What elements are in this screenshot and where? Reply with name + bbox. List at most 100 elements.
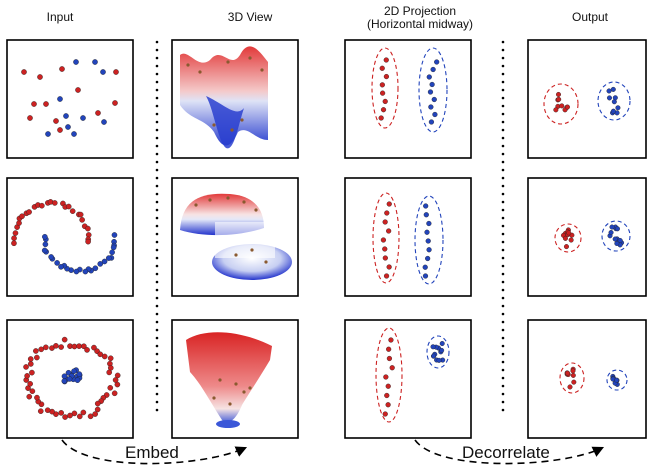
- separator-dot: [155, 120, 159, 124]
- data-point: [425, 255, 431, 262]
- embed-label: Embed: [125, 443, 179, 462]
- data-point: [94, 400, 101, 407]
- data-point: [382, 219, 388, 225]
- separator-dot: [501, 56, 505, 60]
- data-point: [61, 336, 68, 343]
- separator-dot: [155, 224, 159, 228]
- separator-dot: [155, 384, 159, 388]
- data-point: [58, 344, 64, 350]
- data-point: [65, 203, 72, 210]
- dashed-ellipse: [597, 81, 631, 121]
- separator-dot: [155, 128, 159, 132]
- data-point: [61, 378, 68, 384]
- data-point: [610, 86, 616, 92]
- data-point: [563, 244, 569, 250]
- separator-dot: [501, 328, 505, 332]
- separator-dot: [155, 72, 159, 76]
- projection-title-line1: 2D Projection: [383, 4, 457, 18]
- data-point: [54, 260, 60, 266]
- panel-frame: [6, 319, 134, 439]
- separator-dot: [501, 360, 505, 364]
- surface-marker: [218, 378, 222, 382]
- data-point: [570, 372, 576, 378]
- data-point: [23, 364, 29, 370]
- panel-frame: [344, 39, 472, 159]
- data-point: [379, 65, 385, 71]
- data-point: [429, 81, 435, 88]
- surface-marker: [234, 253, 238, 257]
- data-point: [11, 235, 17, 242]
- data-point: [422, 273, 429, 279]
- data-point: [439, 341, 445, 347]
- data-point: [609, 224, 615, 230]
- data-point: [385, 402, 391, 408]
- separator-dot: [155, 192, 159, 196]
- separator-dot: [155, 48, 159, 52]
- data-point: [114, 381, 121, 388]
- data-point: [58, 410, 64, 416]
- separator-dot: [501, 112, 505, 116]
- data-point: [568, 237, 574, 243]
- separator-dot: [155, 248, 159, 252]
- data-point: [432, 111, 438, 118]
- data-point: [95, 110, 101, 116]
- data-point: [567, 384, 573, 390]
- data-point: [425, 238, 431, 244]
- data-point: [110, 244, 117, 251]
- data-point: [101, 353, 108, 360]
- data-point: [107, 385, 114, 391]
- data-point: [422, 264, 428, 270]
- data-point: [74, 377, 81, 383]
- input-column-title: Input: [46, 10, 74, 24]
- separator-dot: [501, 168, 505, 172]
- data-point: [59, 66, 65, 72]
- panel-frame: [171, 39, 299, 159]
- surface-marker: [208, 198, 212, 202]
- separator-dot: [155, 264, 159, 268]
- data-point: [43, 101, 49, 107]
- data-point: [555, 91, 561, 97]
- decorrelate-arrow: [414, 439, 605, 465]
- separator-dot: [155, 136, 159, 140]
- surface-marker: [226, 60, 230, 64]
- data-point: [562, 235, 568, 241]
- data-point: [427, 89, 434, 95]
- data-point: [114, 372, 121, 379]
- data-point: [24, 373, 30, 379]
- separator-dot: [501, 152, 505, 156]
- panel-frame: [171, 177, 299, 297]
- data-point: [383, 374, 389, 380]
- surface-marker: [194, 203, 198, 207]
- data-point: [45, 131, 51, 137]
- surface-marker: [242, 200, 246, 204]
- separator-dot: [501, 408, 505, 412]
- data-point: [26, 209, 32, 215]
- data-point: [382, 411, 388, 417]
- data-point: [428, 119, 435, 125]
- data-point: [606, 95, 612, 101]
- separator-dot: [501, 392, 505, 396]
- separator-dot: [501, 96, 505, 100]
- data-point: [107, 355, 114, 362]
- data-point: [614, 377, 620, 383]
- data-point: [53, 118, 59, 124]
- data-point: [34, 394, 40, 401]
- panel-frame: [527, 177, 647, 297]
- data-point: [34, 354, 40, 361]
- separator-dot: [501, 136, 505, 140]
- data-point: [556, 96, 562, 102]
- data-point: [11, 240, 17, 247]
- dashed-ellipse: [606, 369, 628, 391]
- separator-dot: [155, 336, 159, 340]
- data-point: [85, 225, 91, 232]
- separator-dot: [501, 312, 505, 316]
- surface-marker: [226, 196, 230, 200]
- separator-dot: [155, 96, 159, 100]
- data-point: [91, 344, 97, 351]
- separator-dot: [155, 56, 159, 60]
- surface-marker: [212, 123, 216, 127]
- separator-dot: [155, 288, 159, 292]
- separator-dot: [501, 72, 505, 76]
- data-point: [51, 200, 58, 206]
- separator-dot: [501, 216, 505, 220]
